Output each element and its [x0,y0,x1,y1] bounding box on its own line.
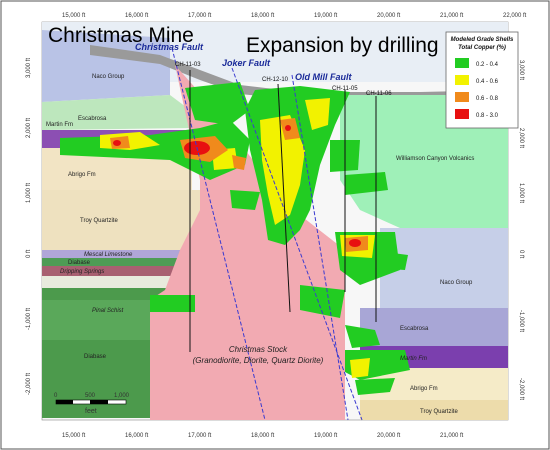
x-tick: 18,000 ft [251,13,275,19]
y-tick: 1,000 ft [26,183,32,203]
y-tick: -1,000 ft [26,308,32,330]
y-tick: 3,000 ft [518,60,524,80]
legend-subtitle: Total Copper (%) [458,45,506,51]
drill-hole-label: CH-12-10 [262,77,289,83]
formation-label: Diabase [84,354,107,360]
scale-tick: 0 [54,393,58,399]
formation-label: Escabrosa [400,326,429,332]
x-axis-top: 15,000 ft 16,000 ft 17,000 ft 18,000 ft … [62,13,527,19]
legend-swatch [455,75,469,85]
formation-label: Troy Quartzite [80,218,118,224]
legend-item: 0.6 - 0.8 [455,92,499,102]
legend-label: 0.2 - 0.4 [476,62,499,68]
x-tick: 21,000 ft [440,13,464,19]
legend-title: Modeled Grade Shells [451,37,514,43]
drill-hole-label: CH-11-05 [332,86,358,92]
y-axis-left: 3,000 ft 2,000 ft 1,000 ft 0 ft -1,000 f… [26,58,32,395]
x-axis-bottom: 15,000 ft 16,000 ft 17,000 ft 18,000 ft … [62,433,464,439]
x-tick: 20,000 ft [377,13,401,19]
legend: Modeled Grade Shells Total Copper (%) 0.… [445,31,519,129]
y-tick: -2,000 ft [518,378,524,400]
fault-label-joker: Joker Fault [222,58,271,68]
legend-swatch [455,58,469,68]
legend-item: 0.2 - 0.4 [455,58,499,68]
stock-description: (Granodiorite, Diorite, Quartz Diorite) [193,356,324,365]
formation-label: Pinal Schist [92,308,124,314]
x-tick: 17,000 ft [188,13,212,19]
y-axis-right: 3,000 ft 2,000 ft 1,000 ft 0 ft -1,000 f… [518,60,524,400]
formation-label: Troy Quartzite [420,409,458,415]
x-tick: 15,000 ft [62,13,86,19]
y-tick: -1,000 ft [518,310,524,332]
x-tick: 15,000 ft [62,433,86,439]
legend-label: 0.6 - 0.8 [476,96,499,102]
formation-label: Williamson Canyon Volcanics [396,156,474,162]
x-tick: 16,000 ft [125,13,149,19]
fault-lines [171,47,363,421]
page-title: Christmas Mine [48,24,194,47]
x-tick: 16,000 ft [125,433,149,439]
formation-label: Mescal Limestone [84,252,133,258]
drill-hole-lines [189,70,377,352]
formation-label: Naco Group [440,280,473,286]
y-tick: 0 ft [26,249,32,258]
scale-tick: 1,000 [114,393,130,399]
x-tick: 22,000 ft [503,13,527,19]
y-tick: 2,000 ft [26,118,32,138]
x-tick: 18,000 ft [251,433,275,439]
y-tick: 3,000 ft [26,58,32,78]
y-tick: 0 ft [518,250,524,259]
scale-bar: 0 500 1,000 feet [54,393,130,415]
x-tick: 17,000 ft [188,433,212,439]
formation-label: Diabase [68,260,91,266]
legend-item: 0.8 - 3.0 [455,109,499,119]
x-tick: 21,000 ft [440,433,464,439]
y-tick: 2,000 ft [518,128,524,148]
formation-label: Escabrosa [78,116,107,122]
scale-unit: feet [85,408,97,415]
page-subtitle: Expansion by drilling [246,34,439,57]
legend-label: 0.8 - 3.0 [476,113,499,119]
drill-hole-label: CH-11-06 [366,91,392,97]
y-tick: -2,000 ft [26,373,32,395]
legend-swatch [455,92,469,102]
formation-label: Abrigo Fm [68,172,96,178]
legend-swatch [455,109,469,119]
formation-label: Martin Fm [400,356,427,362]
x-tick: 19,000 ft [314,433,338,439]
fault-label-christmas: Christmas Fault [135,42,204,52]
fault-label-old-mill: Old Mill Fault [295,72,352,82]
legend-item: 0.4 - 0.6 [455,75,499,85]
x-tick: 19,000 ft [314,13,338,19]
formation-label: Dripping Springs [60,269,104,275]
formation-label: Naco Group [92,74,125,80]
drill-hole-label: CH-11-03 [175,62,201,68]
x-tick: 20,000 ft [377,433,401,439]
stock-name: Christmas Stock [229,345,288,354]
scale-tick: 500 [85,393,96,399]
formation-label: Abrigo Fm [410,386,438,392]
formation-label: Martin Fm [46,122,73,128]
y-tick: 1,000 ft [518,183,524,203]
legend-label: 0.4 - 0.6 [476,79,499,85]
